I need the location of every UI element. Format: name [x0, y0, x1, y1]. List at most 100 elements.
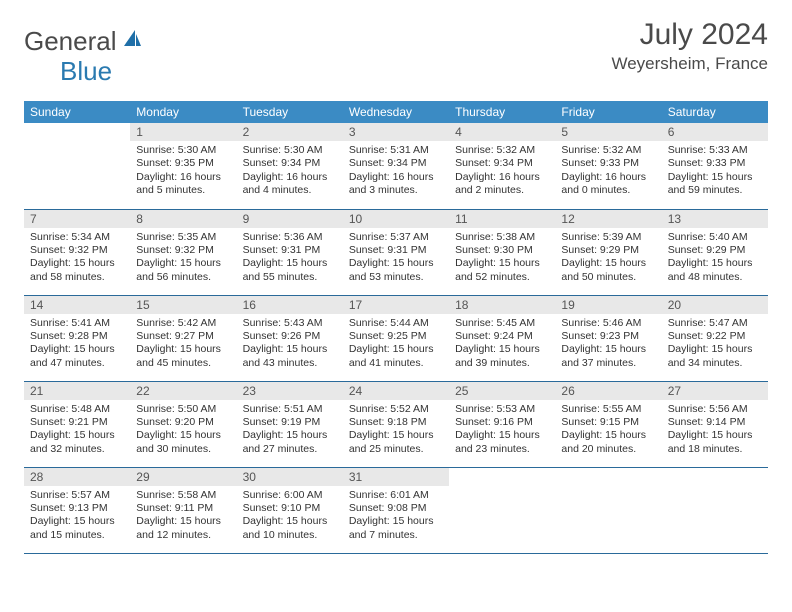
day-number: 16 — [237, 296, 343, 314]
calendar-cell: 14Sunrise: 5:41 AMSunset: 9:28 PMDayligh… — [24, 295, 130, 381]
weekday-thursday: Thursday — [449, 101, 555, 123]
sunset-line: Sunset: 9:22 PM — [668, 330, 762, 343]
day-details: Sunrise: 5:44 AMSunset: 9:25 PMDaylight:… — [343, 314, 449, 371]
day-number: 21 — [24, 382, 130, 400]
daylight-line: Daylight: 16 hours and 2 minutes. — [455, 171, 549, 198]
calendar-cell: 18Sunrise: 5:45 AMSunset: 9:24 PMDayligh… — [449, 295, 555, 381]
daylight-line: Daylight: 15 hours and 48 minutes. — [668, 257, 762, 284]
day-details: Sunrise: 5:50 AMSunset: 9:20 PMDaylight:… — [130, 400, 236, 457]
sunset-line: Sunset: 9:34 PM — [243, 157, 337, 170]
sunrise-line: Sunrise: 5:52 AM — [349, 403, 443, 416]
calendar-cell: 4Sunrise: 5:32 AMSunset: 9:34 PMDaylight… — [449, 123, 555, 209]
daylight-line: Daylight: 15 hours and 37 minutes. — [561, 343, 655, 370]
day-details: Sunrise: 5:53 AMSunset: 9:16 PMDaylight:… — [449, 400, 555, 457]
day-number: 31 — [343, 468, 449, 486]
calendar-cell: 21Sunrise: 5:48 AMSunset: 9:21 PMDayligh… — [24, 381, 130, 467]
daylight-line: Daylight: 16 hours and 5 minutes. — [136, 171, 230, 198]
calendar-cell: 23Sunrise: 5:51 AMSunset: 9:19 PMDayligh… — [237, 381, 343, 467]
day-number: 6 — [662, 123, 768, 141]
daylight-line: Daylight: 15 hours and 15 minutes. — [30, 515, 124, 542]
calendar-cell: 17Sunrise: 5:44 AMSunset: 9:25 PMDayligh… — [343, 295, 449, 381]
logo: General — [24, 26, 145, 57]
sunrise-line: Sunrise: 5:58 AM — [136, 489, 230, 502]
day-number: 23 — [237, 382, 343, 400]
daylight-line: Daylight: 15 hours and 18 minutes. — [668, 429, 762, 456]
day-details: Sunrise: 5:55 AMSunset: 9:15 PMDaylight:… — [555, 400, 661, 457]
day-number: 29 — [130, 468, 236, 486]
day-details: Sunrise: 5:46 AMSunset: 9:23 PMDaylight:… — [555, 314, 661, 371]
sunset-line: Sunset: 9:33 PM — [668, 157, 762, 170]
daylight-line: Daylight: 15 hours and 25 minutes. — [349, 429, 443, 456]
sunset-line: Sunset: 9:26 PM — [243, 330, 337, 343]
daylight-line: Daylight: 16 hours and 4 minutes. — [243, 171, 337, 198]
sunset-line: Sunset: 9:25 PM — [349, 330, 443, 343]
sunrise-line: Sunrise: 5:32 AM — [561, 144, 655, 157]
calendar-cell: 2Sunrise: 5:30 AMSunset: 9:34 PMDaylight… — [237, 123, 343, 209]
sunrise-line: Sunrise: 6:00 AM — [243, 489, 337, 502]
day-details: Sunrise: 5:30 AMSunset: 9:34 PMDaylight:… — [237, 141, 343, 198]
day-details: Sunrise: 5:32 AMSunset: 9:33 PMDaylight:… — [555, 141, 661, 198]
logo-text-blue: Blue — [60, 56, 112, 86]
calendar-cell: 7Sunrise: 5:34 AMSunset: 9:32 PMDaylight… — [24, 209, 130, 295]
daylight-line: Daylight: 15 hours and 47 minutes. — [30, 343, 124, 370]
day-details: Sunrise: 5:52 AMSunset: 9:18 PMDaylight:… — [343, 400, 449, 457]
sunrise-line: Sunrise: 5:45 AM — [455, 317, 549, 330]
calendar-cell: 15Sunrise: 5:42 AMSunset: 9:27 PMDayligh… — [130, 295, 236, 381]
day-number: 12 — [555, 210, 661, 228]
daylight-line: Daylight: 16 hours and 3 minutes. — [349, 171, 443, 198]
day-details: Sunrise: 5:43 AMSunset: 9:26 PMDaylight:… — [237, 314, 343, 371]
sunset-line: Sunset: 9:33 PM — [561, 157, 655, 170]
day-details: Sunrise: 5:40 AMSunset: 9:29 PMDaylight:… — [662, 228, 768, 285]
day-number: 28 — [24, 468, 130, 486]
sunrise-line: Sunrise: 5:42 AM — [136, 317, 230, 330]
sunset-line: Sunset: 9:21 PM — [30, 416, 124, 429]
day-details: Sunrise: 5:33 AMSunset: 9:33 PMDaylight:… — [662, 141, 768, 198]
sunset-line: Sunset: 9:31 PM — [243, 244, 337, 257]
daylight-line: Daylight: 15 hours and 52 minutes. — [455, 257, 549, 284]
day-details: Sunrise: 5:58 AMSunset: 9:11 PMDaylight:… — [130, 486, 236, 543]
sunrise-line: Sunrise: 5:57 AM — [30, 489, 124, 502]
calendar-cell — [449, 467, 555, 553]
sunset-line: Sunset: 9:34 PM — [349, 157, 443, 170]
calendar-table: Sunday Monday Tuesday Wednesday Thursday… — [24, 101, 768, 554]
day-number: 15 — [130, 296, 236, 314]
day-details: Sunrise: 5:48 AMSunset: 9:21 PMDaylight:… — [24, 400, 130, 457]
day-number: 11 — [449, 210, 555, 228]
calendar-cell — [24, 123, 130, 209]
calendar-cell: 24Sunrise: 5:52 AMSunset: 9:18 PMDayligh… — [343, 381, 449, 467]
day-details: Sunrise: 5:30 AMSunset: 9:35 PMDaylight:… — [130, 141, 236, 198]
calendar-cell: 5Sunrise: 5:32 AMSunset: 9:33 PMDaylight… — [555, 123, 661, 209]
sunrise-line: Sunrise: 5:34 AM — [30, 231, 124, 244]
day-details: Sunrise: 5:35 AMSunset: 9:32 PMDaylight:… — [130, 228, 236, 285]
day-number: 9 — [237, 210, 343, 228]
calendar-row: 7Sunrise: 5:34 AMSunset: 9:32 PMDaylight… — [24, 209, 768, 295]
day-number: 19 — [555, 296, 661, 314]
sunset-line: Sunset: 9:23 PM — [561, 330, 655, 343]
daylight-line: Daylight: 15 hours and 50 minutes. — [561, 257, 655, 284]
weekday-saturday: Saturday — [662, 101, 768, 123]
daylight-line: Daylight: 15 hours and 12 minutes. — [136, 515, 230, 542]
sunrise-line: Sunrise: 5:39 AM — [561, 231, 655, 244]
sunrise-line: Sunrise: 5:37 AM — [349, 231, 443, 244]
day-details: Sunrise: 5:45 AMSunset: 9:24 PMDaylight:… — [449, 314, 555, 371]
sunset-line: Sunset: 9:08 PM — [349, 502, 443, 515]
calendar-cell — [555, 467, 661, 553]
day-details: Sunrise: 5:51 AMSunset: 9:19 PMDaylight:… — [237, 400, 343, 457]
calendar-cell: 11Sunrise: 5:38 AMSunset: 9:30 PMDayligh… — [449, 209, 555, 295]
calendar-cell: 3Sunrise: 5:31 AMSunset: 9:34 PMDaylight… — [343, 123, 449, 209]
day-number: 3 — [343, 123, 449, 141]
day-details: Sunrise: 5:37 AMSunset: 9:31 PMDaylight:… — [343, 228, 449, 285]
daylight-line: Daylight: 15 hours and 23 minutes. — [455, 429, 549, 456]
sunrise-line: Sunrise: 5:32 AM — [455, 144, 549, 157]
day-details: Sunrise: 5:41 AMSunset: 9:28 PMDaylight:… — [24, 314, 130, 371]
day-number: 4 — [449, 123, 555, 141]
calendar-row: 28Sunrise: 5:57 AMSunset: 9:13 PMDayligh… — [24, 467, 768, 553]
sunset-line: Sunset: 9:31 PM — [349, 244, 443, 257]
calendar-cell: 19Sunrise: 5:46 AMSunset: 9:23 PMDayligh… — [555, 295, 661, 381]
weekday-sunday: Sunday — [24, 101, 130, 123]
day-number: 5 — [555, 123, 661, 141]
day-number: 10 — [343, 210, 449, 228]
sunrise-line: Sunrise: 5:47 AM — [668, 317, 762, 330]
sunset-line: Sunset: 9:13 PM — [30, 502, 124, 515]
location: Weyersheim, France — [611, 54, 768, 74]
